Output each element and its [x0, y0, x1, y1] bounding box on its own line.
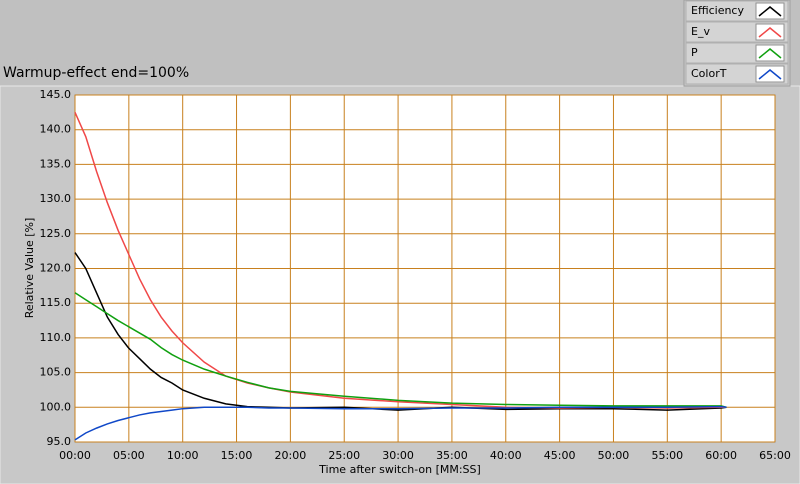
x-tick-label: 40:00 — [490, 449, 522, 462]
series-line — [74, 405, 727, 441]
legend-label: ColorT — [691, 67, 727, 80]
legend-swatch-box — [755, 44, 785, 62]
x-tick-label: 15:00 — [221, 449, 253, 462]
legend-label: Efficiency — [691, 4, 744, 17]
y-tick-label: 105.0 — [40, 366, 72, 379]
x-tick-label: 60:00 — [705, 449, 737, 462]
legend-swatch — [758, 27, 782, 38]
y-tick-label: 95.0 — [47, 435, 72, 448]
x-tick-label: 05:00 — [113, 449, 145, 462]
y-tick-label: 125.0 — [40, 227, 72, 240]
legend-label: P — [691, 46, 698, 59]
legend-swatch — [758, 48, 782, 59]
y-tick-label: 110.0 — [40, 331, 72, 344]
x-tick-label: 55:00 — [651, 449, 683, 462]
y-axis-label: Relative Value [%] — [23, 218, 36, 319]
y-tick-label: 120.0 — [40, 262, 72, 275]
legend-swatch-box — [755, 23, 785, 41]
x-axis-label: Time after switch-on [MM:SS] — [318, 463, 481, 476]
x-tick-label: 10:00 — [167, 449, 199, 462]
legend-swatch — [758, 69, 782, 80]
y-tick-label: 100.0 — [40, 400, 72, 413]
x-tick-label: 35:00 — [436, 449, 468, 462]
series-line — [74, 292, 727, 409]
legend-swatch — [758, 6, 782, 17]
x-tick-label: 50:00 — [598, 449, 630, 462]
x-tick-label: 20:00 — [275, 449, 307, 462]
y-tick-label: 115.0 — [40, 296, 72, 309]
x-tick-label: 30:00 — [382, 449, 414, 462]
y-tick-label: 130.0 — [40, 192, 72, 205]
x-tick-label: 65:00 — [759, 449, 791, 462]
legend-label: E_v — [691, 25, 710, 38]
y-tick-label: 145.0 — [40, 88, 72, 101]
legend-swatch-box — [755, 65, 785, 83]
x-tick-label: 00:00 — [59, 449, 91, 462]
y-tick-label: 135.0 — [40, 157, 72, 170]
x-tick-label: 45:00 — [544, 449, 576, 462]
legend-swatch-box — [755, 2, 785, 20]
x-tick-label: 25:00 — [328, 449, 360, 462]
chart-title: Warmup-effect end=100% — [3, 65, 189, 81]
y-tick-label: 140.0 — [40, 123, 72, 136]
